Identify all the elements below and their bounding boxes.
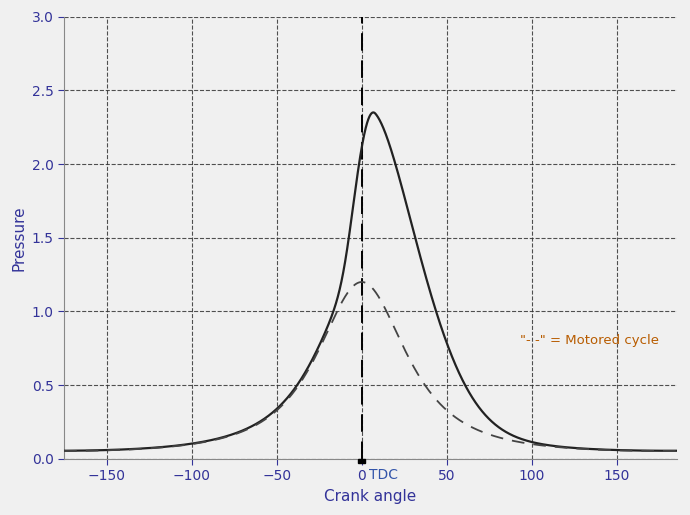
Text: TDC: TDC [368, 469, 397, 483]
Y-axis label: Pressure: Pressure [11, 205, 26, 270]
Text: "- -" = Motored cycle: "- -" = Motored cycle [520, 334, 659, 348]
Bar [358, 459, 365, 464]
X-axis label: Crank angle: Crank angle [324, 489, 417, 504]
